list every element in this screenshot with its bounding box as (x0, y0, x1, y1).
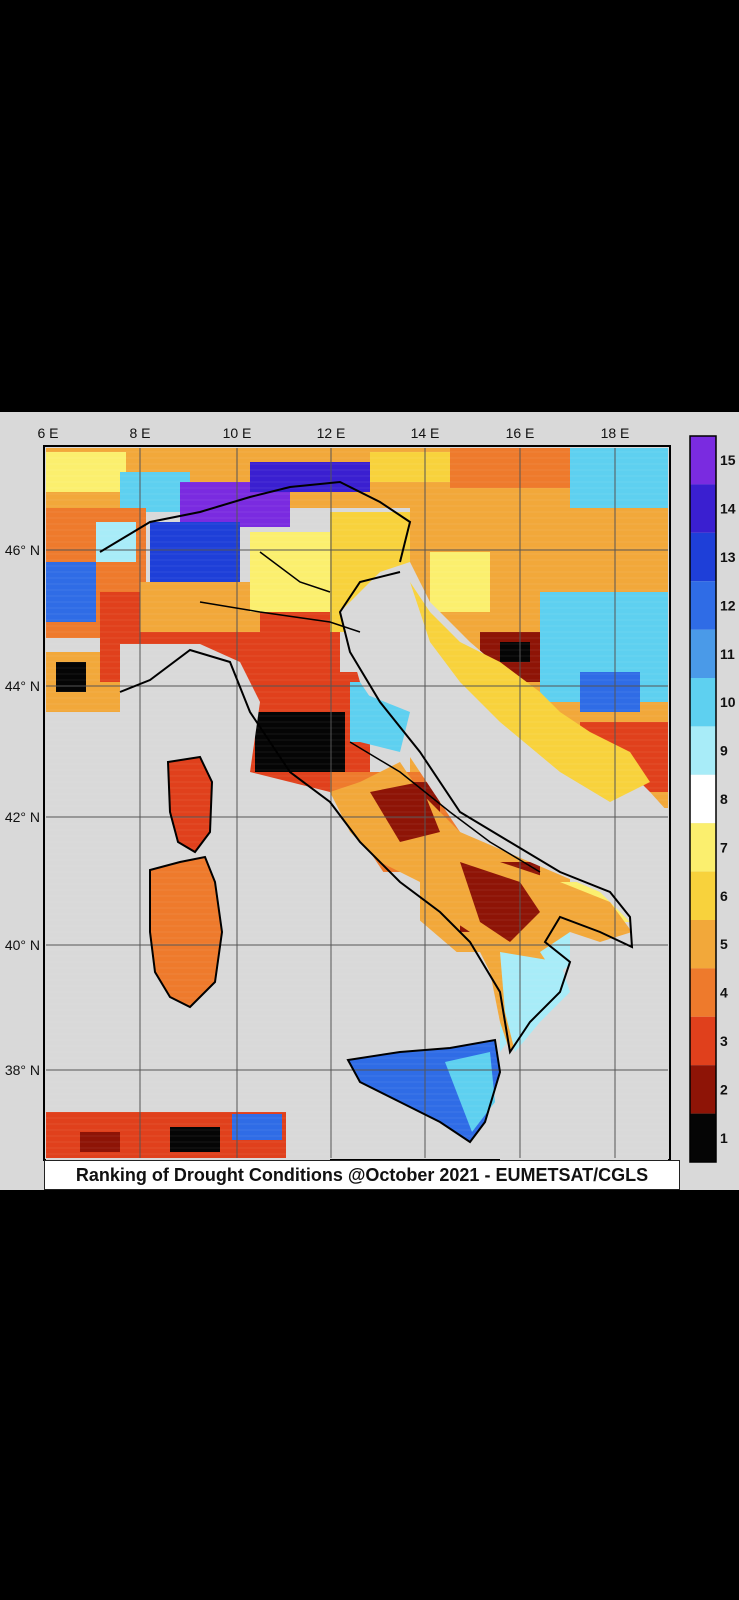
land-patch (360, 692, 410, 752)
colorbar-label: 10 (720, 694, 736, 710)
land-patch (232, 1114, 282, 1140)
land-patch (150, 857, 222, 1007)
lat-tick-label: 42° N (5, 809, 40, 825)
land-south (46, 582, 650, 1158)
lon-tick-label: 10 E (223, 425, 252, 441)
land-patch (80, 1132, 120, 1152)
lon-tick-label: 12 E (317, 425, 346, 441)
colorbar-swatch (690, 581, 716, 630)
map-svg: 6 E 8 E 10 E 12 E 14 E 16 E 18 E 46° N 44° N 42°… (5, 425, 736, 1163)
raster-patch (430, 552, 490, 612)
colorbar-swatch (690, 532, 716, 582)
land-patch (370, 782, 440, 842)
raster-patch (370, 452, 450, 482)
raster-patch (570, 448, 668, 508)
lon-tick-label: 6 E (37, 425, 58, 441)
region-border (349, 741, 541, 873)
corsica-coast (166, 755, 214, 854)
lon-tick-label: 16 E (506, 425, 535, 441)
sea-region (340, 562, 668, 1160)
colorbar-frame (689, 435, 717, 1163)
raster-patch (250, 532, 340, 612)
colorbar-swatch (690, 629, 716, 678)
lon-axis: 6 E 8 E 10 E 12 E 14 E 16 E 18 E (37, 425, 629, 441)
colorbar-label: 8 (720, 791, 728, 807)
colorbar-label: 1 (720, 1130, 728, 1146)
colorbar-label: 5 (720, 936, 728, 952)
land-patch (410, 582, 650, 802)
land-patch (168, 757, 212, 852)
colorbar-label: 15 (720, 452, 736, 468)
colorbar-label: 12 (720, 597, 736, 613)
colorbar-label: 13 (720, 549, 736, 565)
lat-tick-label: 44° N (5, 678, 40, 694)
lon-tick-label: 18 E (601, 425, 630, 441)
colorbar-swatch (690, 871, 716, 920)
colorbar-swatch (690, 678, 716, 727)
raster-patch (46, 562, 96, 622)
italy-coast (119, 571, 634, 1055)
colorbar-label: 7 (720, 839, 728, 855)
coastlines (99, 480, 634, 1144)
colorbar-label: 9 (720, 743, 728, 759)
colorbar-swatch (690, 484, 716, 533)
colorbar-swatch (690, 823, 716, 872)
raster-patch (150, 522, 240, 592)
raster-patch (120, 472, 190, 512)
raster-patch (46, 452, 126, 492)
colorbar-swatch (690, 920, 716, 969)
colorbar-label: 4 (720, 985, 728, 1001)
region-border (259, 551, 331, 593)
lat-tick-label: 40° N (5, 937, 40, 953)
colorbar-label: 14 (720, 501, 736, 517)
sardinia-coast (149, 855, 224, 1009)
lat-tick-label: 46° N (5, 542, 40, 558)
colorbar-label: 2 (720, 1081, 728, 1097)
raster-patch (140, 582, 260, 632)
raster-patch (56, 662, 86, 692)
raster-patch (500, 642, 530, 662)
raster-patch (580, 672, 640, 712)
colorbar-label: 6 (720, 888, 728, 904)
lat-axis: 46° N 44° N 42° N 40° N 38° N (5, 542, 40, 1078)
colorbar-swatch (690, 774, 716, 824)
alps-border (99, 480, 412, 563)
colorbar-swatch (690, 968, 716, 1017)
colorbar-swatch (690, 1016, 716, 1066)
lon-tick-label: 8 E (129, 425, 150, 441)
lat-tick-label: 38° N (5, 1062, 40, 1078)
land-patch (500, 952, 570, 1052)
land-patch (445, 1052, 495, 1132)
sicily-coast (346, 1038, 502, 1144)
colorbar-label: 11 (720, 646, 735, 662)
colorbar-swatch (690, 1113, 716, 1162)
colorbar-swatch (690, 1065, 716, 1114)
map-caption: Ranking of Drought Conditions @October 2… (44, 1160, 680, 1190)
raster-patch (450, 448, 570, 488)
colorbar-swatch (690, 726, 716, 775)
lon-tick-label: 14 E (411, 425, 440, 441)
colorbar: 15 14 13 12 11 10 9 8 7 6 5 4 3 2 1 (689, 435, 736, 1163)
sea-mask (46, 562, 668, 1160)
drought-map-figure: 6 E 8 E 10 E 12 E 14 E 16 E 18 E 46° N 44° N 42°… (0, 412, 739, 1190)
sea-region (46, 644, 500, 1160)
region-border (199, 601, 361, 633)
colorbar-swatch (690, 436, 716, 485)
colorbar-label: 3 (720, 1033, 728, 1049)
land-patch (170, 1127, 220, 1152)
